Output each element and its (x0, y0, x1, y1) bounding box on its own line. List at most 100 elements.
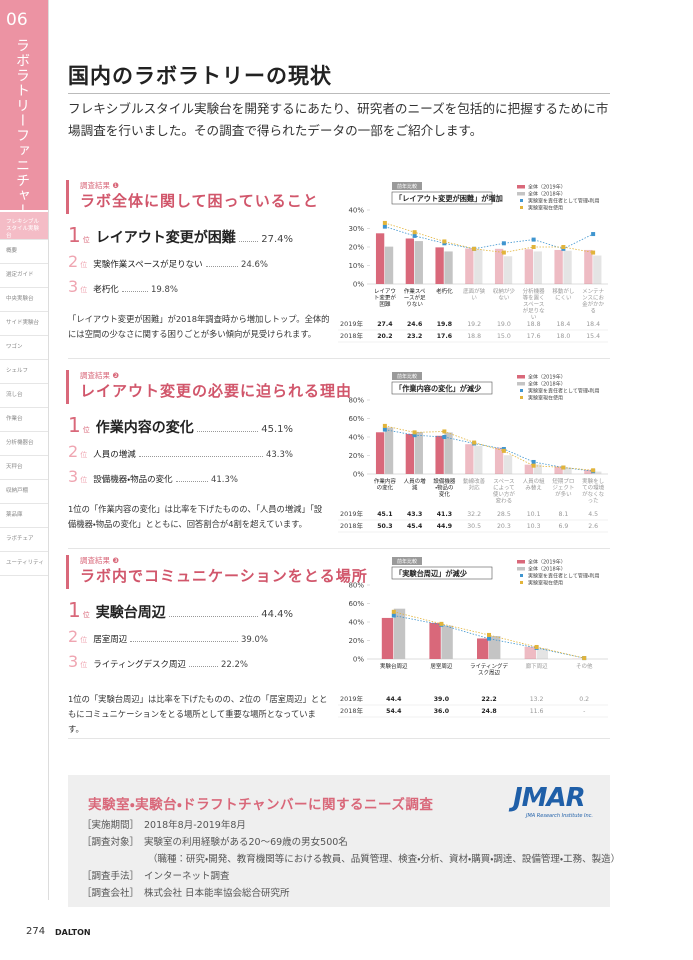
y-tick-label: 80% (348, 582, 364, 590)
table-value: 19.8 (437, 321, 452, 328)
table-value: 50.3 (377, 523, 392, 530)
bar (381, 617, 394, 659)
legend-swatch (520, 574, 523, 577)
trend-marker (472, 246, 477, 251)
x-tick-label: 作業スペースが足りない (404, 287, 426, 308)
x-tick-label: レイアウト変更が困難 (374, 287, 397, 308)
bar (494, 447, 504, 474)
trend-marker (412, 430, 417, 435)
rank-row: 2 位実験作業スペースが足りない 24.6% (68, 252, 268, 271)
rank-value: 45.1% (261, 424, 293, 435)
rank-row: 3 位ライティングデスク周辺 22.2% (68, 652, 248, 671)
table-value: 36.0 (434, 708, 450, 715)
x-tick-label: 実験をしての環境がなくなった (582, 477, 605, 505)
callout: 「実験台周辺」が減少 (395, 569, 468, 578)
callout: 「レイアウト変更が困難」が増加 (395, 194, 503, 203)
table-row-label: 2019年 (340, 319, 364, 328)
table-row-label: 2018年 (340, 706, 364, 715)
trend-marker (439, 621, 444, 626)
bar (489, 636, 501, 659)
y-tick-label: 40% (348, 207, 364, 215)
trend-marker (382, 423, 387, 428)
trend-marker (501, 448, 506, 453)
trend-marker (442, 239, 447, 244)
bar (405, 433, 415, 474)
y-tick-label: 0% (353, 656, 364, 664)
table-value: 18.0 (556, 333, 570, 340)
legend-swatch (517, 375, 525, 379)
legend-label: 全体（2019年） (528, 184, 566, 191)
bar (414, 432, 423, 474)
bar (593, 471, 602, 474)
rank-value: 24.6% (240, 260, 268, 270)
chapter-title: ラボラトリーファニチャー (14, 38, 30, 218)
bar (414, 241, 423, 284)
rank-label: 作業内容の変化 (95, 420, 194, 436)
trend-marker (591, 468, 596, 473)
rank-unit: 位 (80, 451, 88, 459)
table-value: 18.4 (556, 321, 570, 328)
trend-line (384, 425, 594, 471)
section-heading: レイアウト変更の必要に迫られる理由 (80, 382, 353, 400)
rank-row: 1 位実験台周辺 44.4% (68, 598, 293, 622)
table-value: 15.4 (586, 333, 600, 340)
logo-sub: JMA Research Institute Inc. (526, 813, 593, 819)
bar (494, 248, 504, 284)
y-tick-label: 10% (348, 262, 364, 270)
bar (477, 638, 489, 659)
x-tick-label: 廊下周辺 (526, 662, 549, 670)
y-tick-label: 40% (348, 619, 364, 627)
table-value: 19.0 (497, 321, 511, 328)
trend-marker (382, 427, 387, 432)
rank-value: 22.2% (220, 660, 248, 670)
trend-marker (487, 636, 491, 641)
bar (584, 249, 593, 284)
table-value: 43.3 (407, 511, 422, 518)
legend-swatch (520, 389, 523, 392)
trend-marker (582, 656, 587, 661)
table-value: 27.4 (377, 321, 393, 328)
legend-swatch (517, 192, 525, 196)
section-note: 1位の「作業内容の変化」は比率を下げたものの、「人員の増減」「設備機器・物品の変… (68, 504, 323, 529)
rank-unit: 位 (80, 476, 88, 484)
trend-marker (412, 230, 417, 235)
y-tick-label: 80% (348, 397, 364, 405)
page-number: 274 (26, 926, 46, 937)
rank-label: 老朽化 (93, 285, 119, 295)
nav-item: 作業台 (0, 408, 48, 432)
rank-unit: 位 (82, 236, 90, 244)
rank-row: 2 位人員の増減 43.3% (68, 442, 293, 461)
legend-label: 全体（2018年） (528, 566, 566, 573)
rank-leader (196, 431, 259, 432)
page-title: 国内のラボラトリーの現状 (68, 64, 332, 88)
bar (465, 444, 474, 474)
bar (524, 249, 534, 284)
survey-text: 実験室の利用経験がある20～69歳の男女500名 (144, 837, 348, 848)
legend-swatch (520, 396, 523, 399)
callout-box (391, 381, 493, 395)
table-value: 17.6 (527, 333, 541, 340)
table-value: 28.5 (497, 511, 511, 518)
bar (441, 625, 453, 659)
table-value: 18.4 (586, 321, 600, 328)
y-tick-label: 20% (348, 244, 364, 252)
bar (384, 427, 394, 474)
rank-number: 1 (68, 413, 81, 437)
rank-unit: 位 (80, 286, 88, 294)
rank-label: 実験台周辺 (95, 605, 166, 621)
badge-bg (392, 182, 422, 190)
trend-marker (412, 233, 417, 238)
legend-label: 実験室を責任者として管理・利用 (528, 388, 600, 395)
section-label: 調査結果 ❷ (80, 371, 120, 380)
trend-line (384, 429, 594, 472)
legend-swatch (517, 382, 525, 386)
chart: 前年比較「レイアウト変更が困難」が増加全体（2019年）全体（2018年）実験室… (338, 182, 608, 343)
trend-marker (501, 241, 506, 246)
nav-item: ワゴン (0, 336, 48, 360)
trend-line (393, 611, 585, 659)
nav-item: 選定ガイド (0, 264, 48, 288)
nav-item: シェルフ (0, 360, 48, 384)
rank-unit: 位 (82, 611, 90, 619)
nav-item: 流し台 (0, 384, 48, 408)
